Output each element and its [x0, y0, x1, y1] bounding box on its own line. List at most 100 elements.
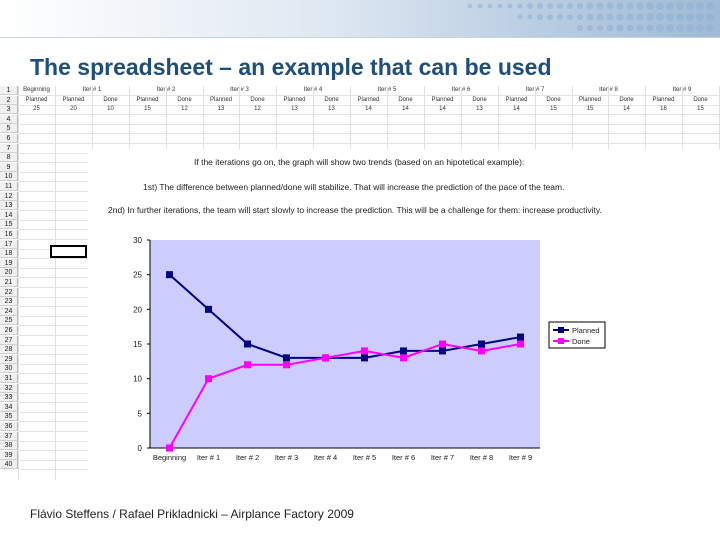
cell-value[interactable]: 10 [107, 106, 114, 112]
row-number[interactable]: 3 [0, 105, 18, 114]
row-number[interactable]: 7 [0, 144, 18, 153]
row-number[interactable]: 20 [0, 268, 18, 277]
row-number[interactable]: 25 [0, 316, 18, 325]
row-number[interactable]: 12 [0, 192, 18, 201]
line-chart: 0 5 10 15 20 25 30 Beginning Iter # 1 Iter # 2 Ite… [133, 236, 606, 462]
cell-value[interactable]: Iter # 1 [82, 87, 102, 93]
cell-value[interactable]: Done [103, 97, 118, 103]
banner-decoration [467, 2, 714, 32]
cell-value[interactable]: Planned [62, 97, 85, 103]
cell-value[interactable]: Done [472, 97, 487, 103]
cell-value[interactable]: 15 [550, 106, 557, 112]
cell-value[interactable]: Done [398, 97, 413, 103]
cell-value[interactable]: 12 [254, 106, 261, 112]
legend-swatch-marker [558, 327, 564, 333]
cell-value[interactable]: Planned [505, 97, 528, 103]
row-number[interactable]: 15 [0, 220, 18, 229]
cell-value[interactable]: Done [177, 97, 192, 103]
cell-value[interactable]: Iter # 4 [303, 87, 323, 93]
row-number[interactable]: 1 [0, 86, 18, 95]
row-number[interactable]: 14 [0, 211, 18, 220]
series-line-done [168, 342, 521, 449]
row-number[interactable]: 5 [0, 124, 18, 133]
row-number[interactable]: 4 [0, 115, 18, 124]
cell-value[interactable]: 14 [439, 106, 446, 112]
cell-value[interactable]: Beginning [23, 87, 50, 93]
row-number[interactable]: 19 [0, 259, 18, 268]
y-tick-label: 0 [138, 444, 143, 453]
cell-value[interactable]: 20 [70, 106, 77, 112]
cell-value[interactable]: 16 [660, 106, 667, 112]
x-tick-label: Iter # 2 [236, 453, 259, 462]
row-number[interactable]: 24 [0, 307, 18, 316]
row-number[interactable]: 17 [0, 240, 18, 249]
row-number[interactable]: 16 [0, 230, 18, 239]
cell-value[interactable]: Done [619, 97, 634, 103]
cell-value[interactable]: Done [250, 97, 265, 103]
cell-value[interactable]: Planned [209, 97, 233, 103]
cell-value[interactable]: Planned [283, 97, 306, 103]
cell-value[interactable]: 13 [328, 106, 335, 112]
note-line-2: 1st) The difference between planned/done… [143, 182, 565, 192]
cell-value[interactable]: 13 [291, 106, 298, 112]
row-number[interactable]: 22 [0, 288, 18, 297]
cell-value[interactable]: 14 [402, 106, 409, 112]
row-number[interactable]: 30 [0, 364, 18, 373]
cell-value[interactable]: Iter # 9 [672, 87, 692, 93]
cell-value[interactable]: Done [546, 97, 561, 103]
row-number[interactable]: 31 [0, 374, 18, 383]
row-number[interactable]: 26 [0, 326, 18, 335]
cell-value[interactable]: Planned [578, 97, 602, 103]
grid-row-line [18, 124, 720, 125]
row-number[interactable]: 23 [0, 297, 18, 306]
row-number[interactable]: 8 [0, 153, 18, 162]
cell-value[interactable]: 14 [623, 106, 630, 112]
row-number[interactable]: 33 [0, 393, 18, 402]
cell-value[interactable]: Planned [357, 97, 380, 103]
legend-label: Planned [572, 326, 600, 335]
cell-value[interactable]: Iter # 3 [230, 87, 249, 93]
cell-value[interactable]: Planned [431, 97, 454, 103]
row-number[interactable]: 2 [0, 96, 18, 105]
cell-value[interactable]: Planned [25, 97, 48, 103]
cell-value[interactable]: 12 [181, 106, 188, 112]
row-number[interactable]: 34 [0, 403, 18, 412]
cell-value[interactable]: 15 [144, 106, 151, 112]
row-number[interactable]: 28 [0, 345, 18, 354]
row-number[interactable]: 21 [0, 278, 18, 287]
cell-value[interactable]: 15 [697, 106, 704, 112]
cell-value[interactable]: 14 [365, 106, 372, 112]
cell-value[interactable]: Done [693, 97, 708, 103]
cell-value[interactable]: Iter # 6 [451, 87, 471, 93]
row-number[interactable]: 39 [0, 451, 18, 460]
row-number[interactable]: 36 [0, 422, 18, 431]
cell-value[interactable]: Iter # 2 [156, 87, 176, 93]
data-point-planned [166, 271, 173, 279]
row-number[interactable]: 10 [0, 172, 18, 181]
cell-value[interactable]: 13 [217, 106, 225, 112]
data-point-planned [478, 340, 485, 348]
row-number[interactable]: 13 [0, 201, 18, 210]
cell-value[interactable]: 14 [513, 106, 520, 112]
cell-value[interactable]: Iter # 7 [525, 87, 545, 93]
cell-value[interactable]: Done [324, 97, 339, 103]
selected-cell[interactable] [50, 245, 87, 258]
row-number[interactable]: 29 [0, 355, 18, 364]
row-number[interactable]: 27 [0, 336, 18, 345]
row-number[interactable]: 11 [0, 182, 18, 191]
row-number[interactable]: 6 [0, 134, 18, 143]
row-number[interactable]: 18 [0, 249, 18, 258]
cell-value[interactable]: 25 [33, 106, 40, 112]
row-number[interactable]: 38 [0, 441, 18, 450]
row-number[interactable]: 37 [0, 432, 18, 441]
cell-value[interactable]: Iter # 5 [377, 87, 397, 93]
row-number[interactable]: 9 [0, 163, 18, 172]
cell-value[interactable]: Planned [652, 97, 675, 103]
cell-value[interactable]: Iter # 8 [599, 87, 618, 93]
row-number[interactable]: 32 [0, 384, 18, 393]
cell-value[interactable]: Planned [136, 97, 159, 103]
row-number[interactable]: 40 [0, 460, 18, 469]
row-number[interactable]: 35 [0, 412, 18, 421]
cell-value[interactable]: 15 [586, 106, 594, 112]
cell-value[interactable]: 13 [476, 106, 483, 112]
